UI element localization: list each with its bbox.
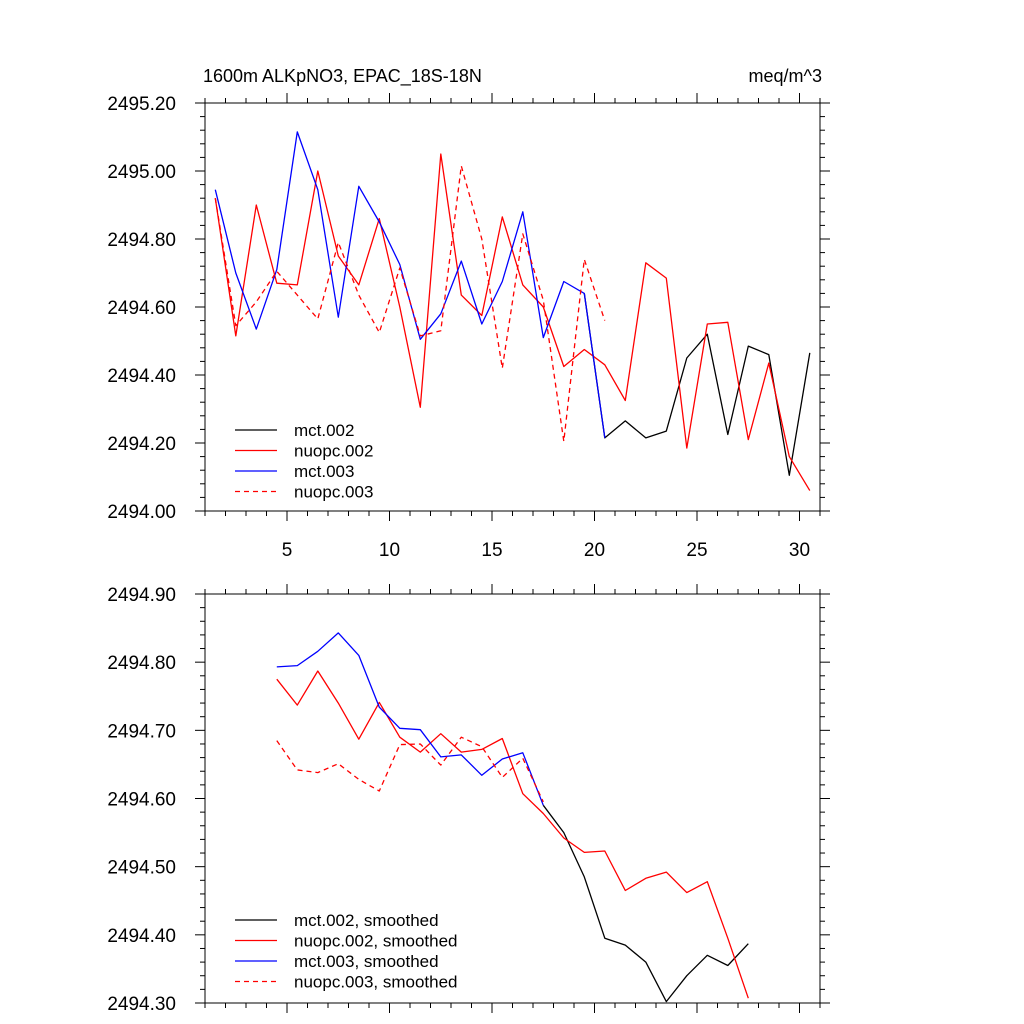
y-tick-label: 2494.20	[107, 434, 176, 455]
x-tick-label: 10	[379, 540, 400, 561]
series-line-nuopc-002	[214, 153, 811, 491]
series-line-nuopc-003	[214, 165, 606, 442]
x-tick-label: 30	[789, 540, 810, 561]
legend-label: mct.003	[294, 462, 354, 481]
legend-label: nuopc.002, smoothed	[294, 932, 458, 951]
legend-label: nuopc.002	[294, 442, 373, 461]
y-tick-label: 2494.40	[107, 926, 176, 947]
legend-label: mct.002, smoothed	[294, 911, 439, 930]
legend-label: nuopc.003	[294, 483, 373, 502]
legend-label: mct.002	[294, 421, 354, 440]
y-tick-label: 2495.20	[107, 94, 176, 115]
y-tick-label: 2494.60	[107, 790, 176, 811]
units-label: meq/m^3	[749, 66, 822, 86]
x-tick-label: 15	[481, 540, 502, 561]
x-tick-label: 5	[282, 540, 293, 561]
x-tick-label: 25	[686, 540, 707, 561]
y-tick-label: 2494.80	[107, 653, 176, 674]
y-tick-label: 2494.80	[107, 230, 176, 251]
legend-label: nuopc.003, smoothed	[294, 973, 458, 992]
y-tick-label: 2494.60	[107, 298, 176, 319]
series-line-nuopc-002-smoothed	[276, 670, 749, 999]
series-line-mct-002	[583, 293, 811, 476]
x-tick-label: 20	[584, 540, 605, 561]
bottom-panel: 2494.30 2494.40 2494.50 2494.60 2494.70 2494.…	[107, 584, 830, 1015]
series-line-mct-003-smoothed	[276, 632, 544, 806]
y-tick-label: 2494.30	[107, 994, 176, 1015]
y-tick-label: 2494.70	[107, 721, 176, 742]
y-tick-label: 2494.40	[107, 366, 176, 387]
series-line-nuopc-003-smoothed	[276, 736, 544, 803]
legend-label: mct.003, smoothed	[294, 952, 439, 971]
chart-title: 1600m ALKpNO3, EPAC_18S-18N	[203, 66, 482, 87]
y-tick-label: 2494.90	[107, 585, 176, 606]
top-panel: 1600m ALKpNO3, EPAC_18S-18N meq/m^3 5 10 1…	[107, 66, 830, 561]
y-tick-label: 2495.00	[107, 162, 176, 183]
series-line-mct-002-smoothed	[542, 804, 749, 1003]
y-tick-label: 2494.00	[107, 502, 176, 523]
y-tick-label: 2494.50	[107, 858, 176, 879]
